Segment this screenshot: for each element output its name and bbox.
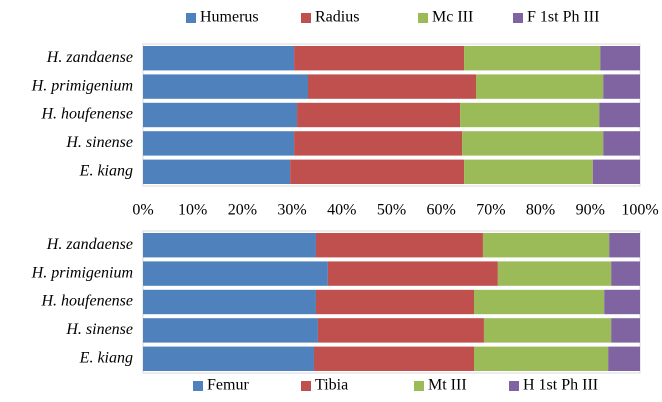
legend-swatch xyxy=(509,381,519,391)
category-label: E. kiang xyxy=(79,162,133,179)
bar-segment xyxy=(143,102,298,128)
bar-segment xyxy=(475,74,604,99)
x-tick-label: 30% xyxy=(277,202,306,219)
category-label: E. kiang xyxy=(79,349,133,366)
bar-segment xyxy=(474,346,609,371)
bar-segment xyxy=(474,289,605,315)
bar-segment xyxy=(315,289,475,315)
bar-segment xyxy=(483,318,612,343)
x-tick-label: 20% xyxy=(228,202,257,219)
bar-segment xyxy=(143,261,328,286)
bar-segment xyxy=(600,46,640,71)
x-tick-label: 80% xyxy=(526,202,555,219)
bar-segment xyxy=(143,233,316,258)
bar-segment xyxy=(497,261,612,286)
x-tick-label: 60% xyxy=(427,202,456,219)
bar-segment xyxy=(327,261,498,286)
category-label: H. sinense xyxy=(65,134,133,151)
x-tick-label: 90% xyxy=(576,202,605,219)
bar-segment xyxy=(604,289,640,315)
bar-segment xyxy=(460,102,600,128)
bar-segment xyxy=(611,318,640,343)
bar-segment xyxy=(464,46,601,71)
bar-segment xyxy=(290,159,465,184)
x-tick-label: 70% xyxy=(476,202,505,219)
bar-segment xyxy=(308,74,476,99)
bar-segment xyxy=(603,131,640,156)
bar-segment xyxy=(599,102,640,128)
bar-segment xyxy=(313,346,475,371)
legend-label: H 1st Ph III xyxy=(523,377,598,394)
bar-segment xyxy=(294,46,465,71)
bar-segment xyxy=(143,74,309,99)
bar-segment xyxy=(603,74,640,99)
category-label: H. primigenium xyxy=(31,264,133,281)
bar-segment xyxy=(143,46,295,71)
legend-swatch xyxy=(418,13,428,23)
legend-label: Radius xyxy=(315,9,359,26)
bar-segment xyxy=(317,318,484,343)
legend-swatch xyxy=(186,13,196,23)
bar-segment xyxy=(611,261,640,286)
category-label: H. houfenense xyxy=(40,106,133,123)
x-tick-label: 10% xyxy=(178,202,207,219)
bar-segment xyxy=(482,233,610,258)
legend-label: Mt III xyxy=(428,377,467,394)
x-tick-label: 40% xyxy=(327,202,356,219)
legend-swatch xyxy=(513,13,523,23)
category-label: H. sinense xyxy=(65,321,133,338)
bar-segment xyxy=(315,233,483,258)
bar-segment xyxy=(143,159,291,184)
category-label: H. primigenium xyxy=(31,77,133,94)
bar-segment xyxy=(462,131,604,156)
category-label: H. zandaense xyxy=(46,236,133,253)
bar-segment xyxy=(609,233,640,258)
legend-swatch xyxy=(301,13,311,23)
x-tick-label: 0% xyxy=(132,202,153,219)
bar-segment xyxy=(592,159,640,184)
legend-label: Femur xyxy=(207,377,249,394)
legend-label: Humerus xyxy=(200,9,259,26)
category-label: H. zandaense xyxy=(46,49,133,66)
bar-segment xyxy=(608,346,640,371)
legend-label: F 1st Ph III xyxy=(527,9,599,26)
legend-swatch xyxy=(414,381,424,391)
x-tick-label: 50% xyxy=(377,202,406,219)
legend-label: Tibia xyxy=(315,377,348,394)
bar-segment xyxy=(297,102,461,128)
bar-segment xyxy=(143,289,316,315)
bar-segment xyxy=(143,131,295,156)
bar-segment xyxy=(294,131,463,156)
x-tick-label: 100% xyxy=(621,202,658,219)
legend-swatch xyxy=(193,381,203,391)
legend-label: Mc III xyxy=(432,9,473,26)
category-label: H. houfenense xyxy=(40,293,133,310)
bar-segment xyxy=(464,159,593,184)
legend-swatch xyxy=(301,381,311,391)
bar-segment xyxy=(143,346,314,371)
bar-segment xyxy=(143,318,318,343)
